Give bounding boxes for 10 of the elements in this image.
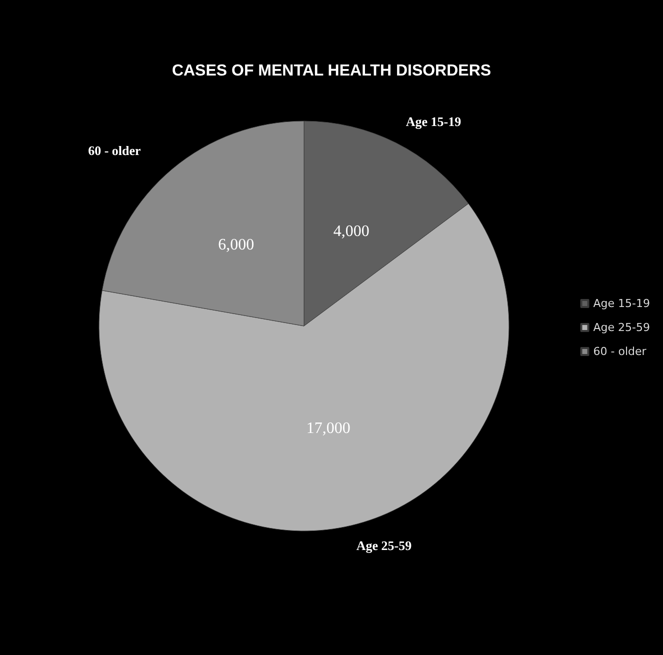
legend-label: 60 - older	[593, 345, 647, 358]
chart-title: CASES OF MENTAL HEALTH DISORDERS	[172, 62, 492, 80]
data-label: 17,000	[306, 420, 350, 438]
data-label: 6,000	[218, 236, 254, 254]
data-label: 4,000	[333, 223, 370, 240]
legend-label: Age 15-19	[593, 297, 650, 310]
slice-label: Age 25-59	[356, 538, 412, 553]
legend-label: Age 25-59	[593, 321, 650, 334]
slice-label: Age 15-19	[406, 114, 462, 130]
slice-label: 60 - older	[88, 143, 142, 158]
